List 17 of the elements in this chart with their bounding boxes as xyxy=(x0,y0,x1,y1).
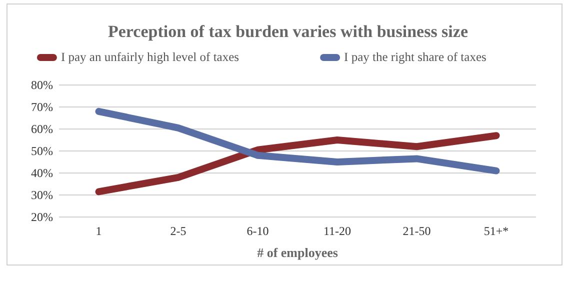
y-tick-label: 80% xyxy=(31,78,53,92)
x-tick-label: 51+* xyxy=(484,224,509,238)
y-tick-label: 30% xyxy=(31,188,53,202)
y-tick-label: 70% xyxy=(31,100,53,114)
x-tick-label: 6-10 xyxy=(246,224,269,238)
legend-label: I pay the right share of taxes xyxy=(344,50,486,64)
y-tick-label: 20% xyxy=(31,210,53,224)
x-axis-title: # of employees xyxy=(257,245,338,260)
legend-label: I pay an unfairly high level of taxes xyxy=(60,50,240,64)
y-tick-label: 40% xyxy=(31,166,53,180)
x-tick-label: 1 xyxy=(96,224,102,238)
chart-title: Perception of tax burden varies with business size xyxy=(108,22,468,41)
y-tick-label: 50% xyxy=(31,144,53,158)
y-tick-label: 60% xyxy=(31,122,53,136)
x-tick-label: 2-5 xyxy=(170,224,186,238)
x-tick-label: 21-50 xyxy=(402,224,431,238)
x-tick-label: 11-20 xyxy=(323,224,352,238)
